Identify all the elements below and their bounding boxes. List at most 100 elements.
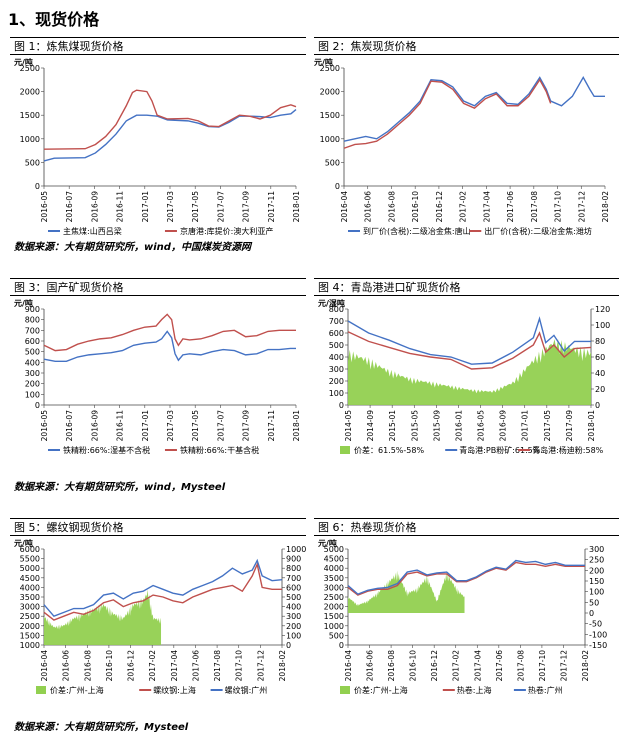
- y-tick-label: 2500: [324, 593, 344, 602]
- legend-label: 价差：61.5%-58%: [354, 445, 424, 455]
- x-tick-label: 2017-07: [216, 410, 225, 442]
- legend-label: 青岛港:杨迪粉:58%: [532, 445, 604, 455]
- y-tick-label: 0: [335, 182, 340, 191]
- y-tick-label: 5000: [324, 545, 344, 554]
- y2-tick-label: 120: [595, 305, 610, 314]
- chart-title-3: 图 3：国产矿现货价格: [10, 278, 306, 296]
- series-area-spread: [348, 338, 591, 405]
- y-tick-label: 800: [329, 305, 344, 314]
- x-tick-label: 2017-07: [216, 191, 225, 223]
- y-tick-label: 6000: [20, 545, 40, 554]
- y2-tick-label: -50: [589, 620, 602, 629]
- x-tick-label: 2017-01: [521, 410, 530, 442]
- y-tick-label: 2500: [20, 64, 40, 73]
- x-tick-label: 2016-10: [105, 650, 114, 682]
- y2-tick-label: 400: [286, 603, 301, 612]
- y2-tick-label: 50: [589, 598, 599, 607]
- x-tick-label: 2017-03: [166, 410, 175, 442]
- y-tick-label: 2000: [320, 88, 340, 97]
- x-tick-label: 2018-02: [278, 650, 287, 682]
- x-tick-label: 2017-02: [148, 650, 157, 682]
- legend-label: 到厂价(含税):二级冶金焦:唐山: [363, 226, 471, 236]
- y-tick-label: 1000: [20, 641, 40, 650]
- legend-label: 热卷:广州: [528, 685, 563, 695]
- legend-label: 价差:广州-上海: [50, 685, 104, 695]
- x-tick-label: 2016-06: [62, 650, 71, 682]
- y-axis-label: 元/吨: [318, 538, 337, 548]
- y-tick-label: 1000: [324, 622, 344, 631]
- x-tick-label: 2018-02: [601, 191, 610, 223]
- chart-2-svg: 元/吨 0 500 1000 1500 2000 2500 2016-04 2016-06 201…: [314, 57, 610, 236]
- source-note-1: 数据来源：大有期货研究所，wind，中国煤炭资源网: [14, 242, 251, 253]
- y2-tick-label: 700: [286, 574, 301, 583]
- y2-tick-label: 100: [595, 321, 610, 330]
- x-tick-label: 2017-12: [559, 650, 568, 682]
- x-tick-label: 2018-02: [581, 650, 590, 682]
- x-tick-label: 2017-04: [473, 650, 482, 682]
- y-tick-label: 3000: [20, 603, 40, 612]
- y-axis-label: 元/湿吨: [318, 298, 345, 308]
- y-tick-label: 1500: [20, 111, 40, 120]
- y-tick-label: 300: [25, 369, 40, 378]
- x-tick-label: 2014-05: [344, 410, 353, 442]
- chart-title-2: 图 2：焦炭现货价格: [314, 37, 619, 55]
- x-tick-label: 2016-04: [340, 191, 349, 223]
- y-tick-label: 500: [329, 341, 344, 350]
- x-tick-label: 2018-01: [292, 410, 301, 442]
- series-line-0: [43, 108, 297, 162]
- chart-title-6: 图 6：热卷现货价格: [314, 518, 619, 536]
- y-tick-label: 3500: [20, 593, 40, 602]
- x-tick-label: 2017-10: [538, 650, 547, 682]
- x-tick-label: 2016-04: [344, 650, 353, 682]
- x-tick-label: 2015-09: [432, 410, 441, 442]
- x-tick-label: 2016-05: [40, 191, 49, 223]
- y-tick-label: 3500: [324, 574, 344, 583]
- chart-title-1: 图 1：炼焦煤现货价格: [10, 37, 306, 55]
- y-tick-label: 500: [325, 158, 340, 167]
- chart-title-4: 图 4：青岛港进口矿现货价格: [314, 278, 619, 296]
- x-tick-label: 2016-08: [387, 650, 396, 682]
- x-tick-label: 2017-10: [554, 191, 563, 223]
- source-note-3: 数据来源：大有期货研究所，Mysteel: [14, 722, 189, 733]
- y2-tick-label: 300: [589, 545, 604, 554]
- series-area-spread: [348, 570, 465, 613]
- series-line-1: [343, 78, 552, 149]
- x-tick-label: 2016-01: [454, 410, 463, 442]
- x-tick-label: 2017-09: [242, 191, 251, 223]
- y-tick-label: 4000: [324, 564, 344, 573]
- chart-1-svg: 元/吨 0 500 1000 1500 2000 2500 2016-05 2016-07 201…: [14, 57, 301, 236]
- y2-tick-label: 1000: [286, 545, 306, 554]
- x-tick-label: 2017-12: [256, 650, 265, 682]
- y-tick-label: 4500: [324, 555, 344, 564]
- y2-tick-label: 0: [595, 401, 600, 410]
- y-tick-label: 2500: [20, 612, 40, 621]
- y2-tick-label: 40: [595, 369, 605, 378]
- x-tick-label: 2016-12: [127, 650, 136, 682]
- y-tick-label: 800: [25, 316, 40, 325]
- chart-6-svg: 元/吨0500100015002000250030003500400045005…: [318, 538, 607, 695]
- x-tick-label: 2016-08: [83, 650, 92, 682]
- x-tick-label: 2016-12: [435, 191, 444, 223]
- y-tick-label: 1000: [20, 135, 40, 144]
- y-tick-label: 100: [329, 389, 344, 398]
- y-tick-label: 1500: [324, 612, 344, 621]
- y2-tick-label: 300: [286, 612, 301, 621]
- series-area-spread: [44, 589, 162, 645]
- legend-swatch: [340, 446, 350, 454]
- y-tick-label: 300: [329, 365, 344, 374]
- y-tick-label: 600: [329, 329, 344, 338]
- x-tick-label: 2016-08: [387, 191, 396, 223]
- legend-label: 螺纹钢:广州: [225, 685, 268, 695]
- y-tick-label: 500: [25, 158, 40, 167]
- x-tick-label: 2017-05: [191, 410, 200, 442]
- section-title: 1、现货价格: [8, 10, 100, 29]
- legend-label: 京唐港:库提价:澳大利亚产: [180, 226, 273, 236]
- x-tick-label: 2016-07: [65, 191, 74, 223]
- x-tick-label: 2017-02: [459, 191, 468, 223]
- y-tick-label: 100: [25, 390, 40, 399]
- x-tick-label: 2018-01: [587, 410, 596, 442]
- x-tick-label: 2016-11: [116, 191, 125, 223]
- y-axis-label: 元/吨: [14, 298, 33, 308]
- legend-swatch: [36, 686, 46, 694]
